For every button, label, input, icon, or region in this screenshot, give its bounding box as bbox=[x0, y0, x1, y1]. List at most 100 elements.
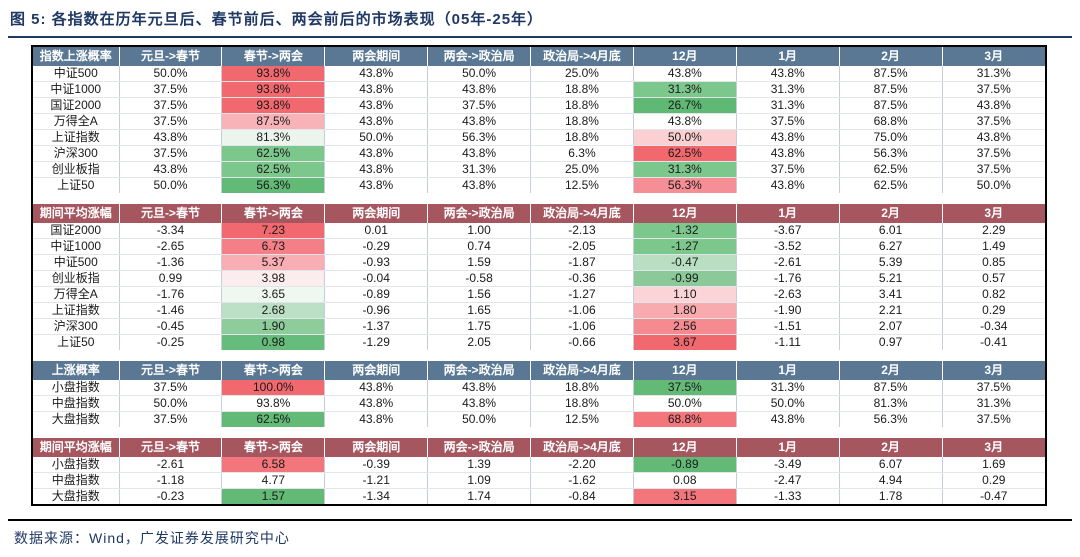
figure-title: 图 5: 各指数在历年元旦后、春节前后、两会前后的市场表现（05年-25年） bbox=[8, 0, 1072, 38]
column-header: 12月 bbox=[633, 361, 737, 380]
data-cell: 43.8% bbox=[427, 145, 532, 162]
data-cell: 12.5% bbox=[530, 177, 634, 193]
data-cell: 1.90 bbox=[221, 318, 326, 335]
data-cell: 43.8% bbox=[736, 66, 840, 82]
column-header: 两会期间 bbox=[324, 361, 429, 380]
data-cell: 87.5% bbox=[839, 380, 943, 396]
data-cell: 37.5% bbox=[942, 145, 1045, 162]
data-cell: -0.23 bbox=[119, 488, 223, 504]
data-cell: -0.84 bbox=[530, 488, 634, 504]
data-cell: 43.8% bbox=[324, 113, 429, 130]
row-label: 创业板指 bbox=[33, 161, 120, 178]
data-cell: 62.5% bbox=[221, 411, 326, 427]
table-row: 创业板指 43.8% 62.5% 43.8% 31.3% 25.0% 31.3% 37.5% 6… bbox=[33, 161, 1045, 178]
data-cell: 62.5% bbox=[839, 177, 943, 193]
data-cell: 62.5% bbox=[221, 145, 326, 162]
table-row: 上证指数 43.8% 81.3% 50.0% 56.3% 18.8% 50.0% 43.8% 7… bbox=[33, 129, 1045, 146]
data-cell: -1.06 bbox=[530, 318, 634, 335]
table-row: 上证指数 -1.46 2.68 -0.96 1.65 -1.06 1.80 -1.90 2.21… bbox=[33, 302, 1045, 319]
data-cell: -2.20 bbox=[530, 457, 634, 473]
data-cell: -1.37 bbox=[324, 318, 429, 335]
row-label: 国证2000 bbox=[33, 223, 120, 239]
data-cell: -0.99 bbox=[633, 270, 737, 287]
data-cell: -0.41 bbox=[942, 334, 1045, 350]
data-cell: -1.27 bbox=[530, 286, 634, 303]
data-cell: 43.8% bbox=[427, 177, 532, 193]
data-cell: -0.29 bbox=[324, 238, 429, 255]
data-cell: 81.3% bbox=[221, 129, 326, 146]
data-cell: 25.0% bbox=[530, 161, 634, 178]
data-cell: -1.51 bbox=[736, 318, 840, 335]
data-cell: 37.5% bbox=[119, 113, 223, 130]
column-header: 3月 bbox=[942, 438, 1045, 457]
data-cell: 1.59 bbox=[427, 254, 532, 271]
data-cell: -1.32 bbox=[633, 223, 737, 239]
data-cell: 62.5% bbox=[633, 145, 737, 162]
data-cell: 50.0% bbox=[324, 129, 429, 146]
data-cell: 37.5% bbox=[942, 113, 1045, 130]
table-row: 国证2000 -3.34 7.23 0.01 1.00 -2.13 -1.32 -3.67 6.… bbox=[33, 223, 1045, 239]
data-cell: 31.3% bbox=[736, 97, 840, 114]
row-label: 中证1000 bbox=[33, 238, 120, 255]
data-cell: 50.0% bbox=[119, 177, 223, 193]
data-cell: 50.0% bbox=[736, 395, 840, 412]
data-cell: -1.46 bbox=[119, 302, 223, 319]
table-row: 中证1000 -2.65 6.73 -0.29 0.74 -2.05 -1.27 -3.52 6… bbox=[33, 238, 1045, 255]
column-header: 2月 bbox=[839, 438, 943, 457]
column-header: 春节->两会 bbox=[221, 438, 326, 457]
footer-divider bbox=[8, 519, 1072, 521]
data-cell: 37.5% bbox=[942, 161, 1045, 178]
data-cell: 4.94 bbox=[839, 472, 943, 489]
data-cell: 50.0% bbox=[119, 395, 223, 412]
data-cell: 1.49 bbox=[942, 238, 1045, 255]
data-cell: 0.97 bbox=[839, 334, 943, 350]
column-header: 1月 bbox=[736, 47, 840, 66]
table-row: 上证50 50.0% 56.3% 43.8% 43.8% 12.5% 56.3% 43.8% 6… bbox=[33, 177, 1045, 193]
data-cell: 43.8% bbox=[324, 66, 429, 82]
table-row: 中证1000 37.5% 93.8% 43.8% 43.8% 18.8% 31.3% 31.3… bbox=[33, 81, 1045, 98]
data-cell: 1.74 bbox=[427, 488, 532, 504]
data-cell: 56.3% bbox=[427, 129, 532, 146]
column-header: 两会->政治局 bbox=[427, 204, 532, 223]
data-cell: 37.5% bbox=[119, 97, 223, 114]
data-cell: 50.0% bbox=[427, 411, 532, 427]
data-cell: 43.8% bbox=[324, 411, 429, 427]
row-label: 国证2000 bbox=[33, 97, 120, 114]
data-cell: -0.93 bbox=[324, 254, 429, 271]
data-cell: 6.3% bbox=[530, 145, 634, 162]
data-cell: 50.0% bbox=[633, 129, 737, 146]
data-cell: 43.8% bbox=[633, 113, 737, 130]
data-cell: 3.15 bbox=[633, 488, 737, 504]
data-cell: 93.8% bbox=[221, 395, 326, 412]
data-cell: -2.61 bbox=[119, 457, 223, 473]
data-cell: -1.36 bbox=[119, 254, 223, 271]
data-cell: 31.3% bbox=[736, 81, 840, 98]
data-cell: 5.39 bbox=[839, 254, 943, 271]
data-cell: 50.0% bbox=[942, 177, 1045, 193]
data-cell: 37.5% bbox=[119, 145, 223, 162]
data-cell: -0.96 bbox=[324, 302, 429, 319]
data-cell: 0.29 bbox=[942, 302, 1045, 319]
column-header: 两会->政治局 bbox=[427, 361, 532, 380]
data-cell: 62.5% bbox=[839, 161, 943, 178]
data-cell: 37.5% bbox=[942, 380, 1045, 396]
data-cell: 2.68 bbox=[221, 302, 326, 319]
row-label: 上证指数 bbox=[33, 302, 120, 319]
row-label: 沪深300 bbox=[33, 318, 120, 335]
data-cell: -3.49 bbox=[736, 457, 840, 473]
table-row: 沪深300 -0.45 1.90 -1.37 1.75 -1.06 2.56 -1.51 2.0… bbox=[33, 318, 1045, 335]
column-header: 2月 bbox=[839, 361, 943, 380]
data-cell: 0.29 bbox=[942, 472, 1045, 489]
data-cell: -0.47 bbox=[633, 254, 737, 271]
data-cell: 93.8% bbox=[221, 97, 326, 114]
data-cell: 26.7% bbox=[633, 97, 737, 114]
data-cell: 4.77 bbox=[221, 472, 326, 489]
table-title-cell: 上涨概率 bbox=[33, 361, 120, 380]
column-header: 政治局->4月底 bbox=[530, 361, 634, 380]
table-row: 中盘指数 -1.18 4.77 -1.21 1.09 -1.62 0.08 -2.47 4.94… bbox=[33, 472, 1045, 489]
data-cell: 1.56 bbox=[427, 286, 532, 303]
row-label: 万得全A bbox=[33, 286, 120, 303]
data-cell: -1.76 bbox=[736, 270, 840, 287]
data-cell: 6.27 bbox=[839, 238, 943, 255]
row-label: 中证500 bbox=[33, 254, 120, 271]
